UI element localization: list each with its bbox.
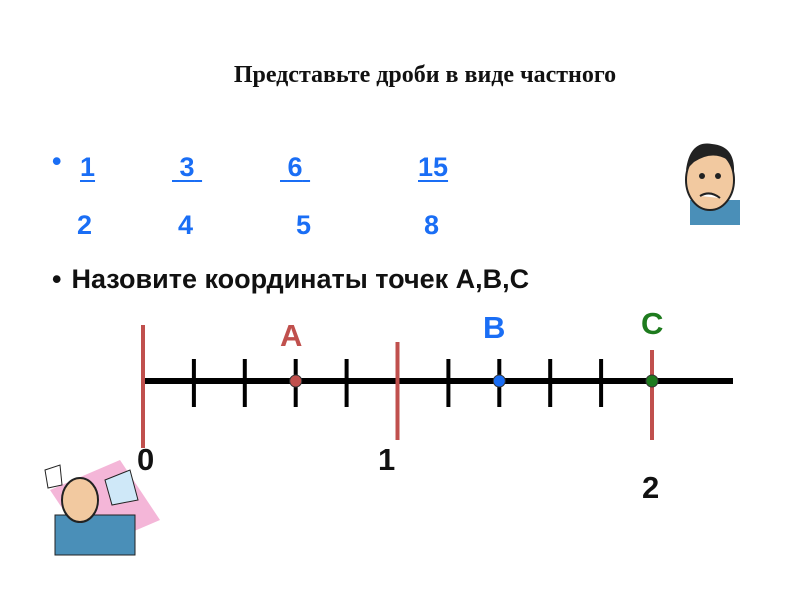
numerator: 15 xyxy=(418,152,449,182)
point-b xyxy=(492,374,506,388)
numerator: 1 xyxy=(80,152,96,182)
question-text: • Назовите координаты точек А,В,С xyxy=(52,264,530,294)
numerator: 6 xyxy=(287,152,303,182)
denominator: 5 xyxy=(296,210,312,240)
axis-label-0: 0 xyxy=(137,442,155,477)
point-label-a: А xyxy=(280,318,303,353)
fraction-2: 3 xyxy=(172,152,202,183)
numerator: 3 xyxy=(179,152,195,182)
denominator: 2 xyxy=(77,210,93,240)
point-c xyxy=(645,374,659,388)
slide-title: Представьте дроби в виде частного xyxy=(233,62,617,88)
point-label-c: С xyxy=(641,306,664,341)
denominator: 8 xyxy=(424,210,440,240)
axis-label-1: 1 xyxy=(378,442,396,477)
point-label-b: В xyxy=(483,310,506,345)
denominator: 4 xyxy=(178,210,194,240)
fraction-4: 15 xyxy=(418,152,448,183)
axis-label-2: 2 xyxy=(642,470,660,505)
fraction-3: 6 xyxy=(280,152,310,183)
point-a xyxy=(289,374,303,388)
fraction-1: 1 xyxy=(80,152,95,183)
